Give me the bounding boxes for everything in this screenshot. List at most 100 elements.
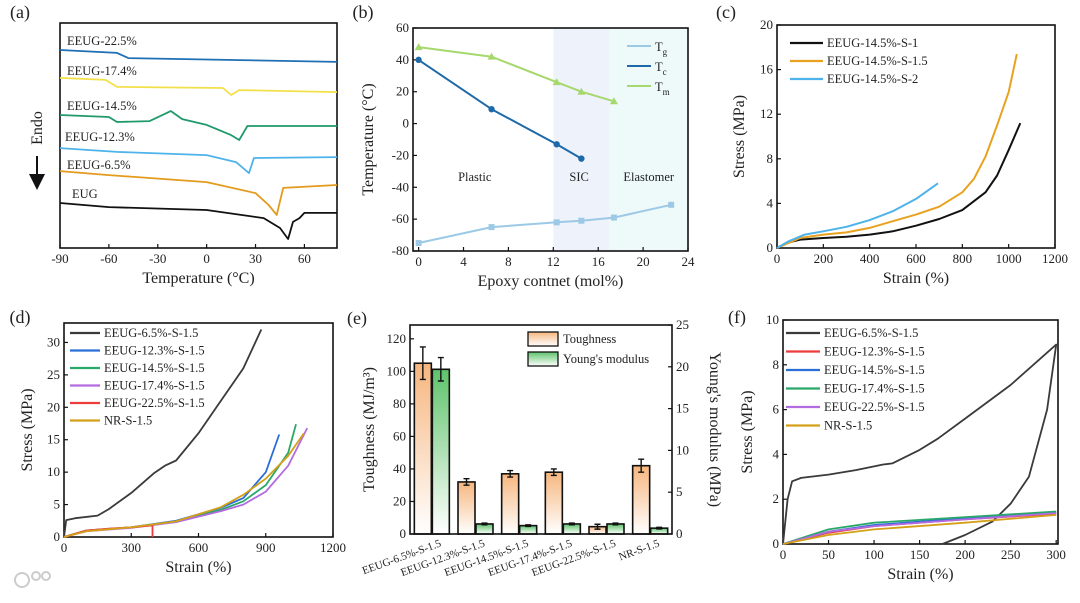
error-bar — [463, 478, 470, 486]
data-point — [668, 201, 675, 208]
panel-b-temperatures: 0 4 8 12 16 20 24 -80 -60 -40 -20 0 20 40 60 Epoxy cont… — [353, 2, 696, 290]
error-bar — [568, 522, 575, 526]
y-tick-label: 6 — [773, 402, 780, 417]
y-tick-label: 10 — [47, 464, 60, 479]
x-tick-label: 1200 — [320, 540, 346, 555]
region-shading — [553, 28, 610, 251]
legend-subscript: c — [663, 67, 667, 77]
category-label: NR-S-1.5 — [617, 537, 661, 563]
data-point — [488, 106, 495, 113]
x-tick-label: 250 — [1001, 547, 1021, 562]
panel-label: (e) — [347, 308, 367, 329]
legend-label: EEUG-22.5%-S-1.5 — [104, 396, 205, 410]
x-tick-label: 50 — [822, 547, 835, 562]
series-line — [59, 147, 338, 174]
y-tick-label: 15 — [47, 432, 60, 447]
legend-label: EEUG-14.5%-S-2 — [827, 72, 918, 86]
panel-label: (f) — [728, 307, 746, 328]
bar — [413, 362, 433, 535]
panel-d-stress-strain: 0 300 600 900 1200 0 5 10 15 20 25 30 Strain (%) Stre… — [10, 307, 347, 576]
series-line — [782, 510, 1057, 545]
y-tick-label: 20 — [396, 84, 409, 99]
y-tick-label: 20 — [760, 17, 773, 32]
data-point — [488, 224, 495, 231]
data-point — [414, 43, 423, 51]
legend-label: Tc — [655, 60, 667, 77]
plot-frame — [59, 22, 338, 249]
x-tick-label: 200 — [814, 251, 834, 266]
x-axis-label: Strain (%) — [883, 270, 949, 287]
x-tick-label: 12 — [547, 254, 560, 269]
data-point — [415, 240, 422, 247]
y2-tick-label: 20 — [676, 359, 689, 374]
x-tick-label: 24 — [682, 254, 696, 269]
series-line — [59, 202, 337, 240]
y-tick-label: 20 — [393, 493, 406, 508]
curve-label: EEUG-6.5% — [67, 158, 131, 172]
data-point — [415, 56, 422, 64]
x-tick-label: -30 — [149, 251, 166, 266]
x-tick-label: 800 — [953, 251, 973, 266]
y-axis-label: Stress (MPa) — [19, 388, 36, 471]
data-point — [578, 155, 585, 162]
series-line — [59, 77, 338, 96]
x-tick-label: 0 — [415, 254, 422, 269]
data-point — [553, 141, 560, 148]
watermark-icon — [41, 571, 51, 581]
error-bar — [656, 526, 663, 530]
region-label: Elastomer — [623, 170, 675, 184]
legend-label: EEUG-14.5%-S-1.5 — [824, 363, 925, 377]
watermark-logo — [14, 571, 51, 588]
y-tick-label: -40 — [392, 179, 409, 194]
y-tick-label: 12 — [760, 106, 773, 121]
error-bar — [638, 458, 645, 473]
y-axis-label: Temperature (°C) — [360, 83, 377, 195]
series-line — [782, 511, 1057, 545]
y-tick-label: -60 — [392, 211, 409, 226]
x-tick-label: 900 — [256, 540, 276, 555]
panel-a-dsc: -90 -60 -30 0 30 60 Temperature (°C) (a) EEUG-22… — [10, 2, 338, 287]
x-tick-label: 60 — [298, 251, 311, 266]
series-line — [782, 512, 1057, 545]
error-bar — [481, 522, 488, 526]
y2-tick-label: 0 — [676, 526, 683, 541]
error-bar — [507, 469, 514, 478]
panel-f-cyclic: 0 50 100 150 200 250 300 0 2 4 6 8 10 Strain (%) Stres… — [728, 307, 1066, 583]
x-tick-label: 0 — [61, 540, 68, 555]
x-tick-label: 300 — [1046, 547, 1066, 562]
legend-swatch — [527, 331, 559, 347]
data-point — [553, 219, 560, 226]
data-point — [610, 214, 617, 221]
error-bar — [419, 346, 426, 381]
x-tick-label: 30 — [249, 251, 262, 266]
y-tick-label: 0 — [767, 240, 774, 255]
legend-label: NR-S-1.5 — [824, 419, 872, 433]
y-tick-label: 0 — [400, 526, 407, 541]
y-tick-label: 40 — [396, 52, 409, 67]
legend-label: EEUG-14.5%-S-1.5 — [827, 54, 928, 68]
series-line — [63, 329, 263, 538]
y2-tick-label: 10 — [676, 442, 689, 457]
y-tick-label: 0 — [54, 529, 61, 544]
data-point — [578, 217, 585, 224]
x-tick-label: 1000 — [996, 251, 1022, 266]
y-tick-label: -80 — [392, 243, 409, 258]
x-tick-label: 600 — [189, 540, 209, 555]
y-tick-label: 2 — [773, 491, 780, 506]
x-tick-label: 0 — [203, 251, 210, 266]
legend-label: Young's modulus — [563, 352, 649, 366]
y-tick-label: 10 — [766, 312, 779, 327]
panel-c-stress-strain: 0 200 400 600 800 1000 1200 0 4 8 12 16 20 Strain (%)… — [716, 2, 1068, 287]
legend-label: EEUG-14.5%-S-1 — [827, 36, 918, 50]
series-line — [776, 182, 939, 249]
bar — [631, 464, 651, 535]
y-tick-label: 100 — [387, 363, 407, 378]
legend-symbol: T — [655, 60, 663, 74]
x-axis-label: Strain (%) — [165, 559, 231, 576]
x-tick-label: 600 — [906, 251, 926, 266]
x-tick-label: 150 — [910, 547, 930, 562]
legend-label: EEUG-12.3%-S-1.5 — [104, 344, 205, 358]
bar — [431, 368, 451, 535]
legend-label: Tg — [655, 40, 668, 57]
